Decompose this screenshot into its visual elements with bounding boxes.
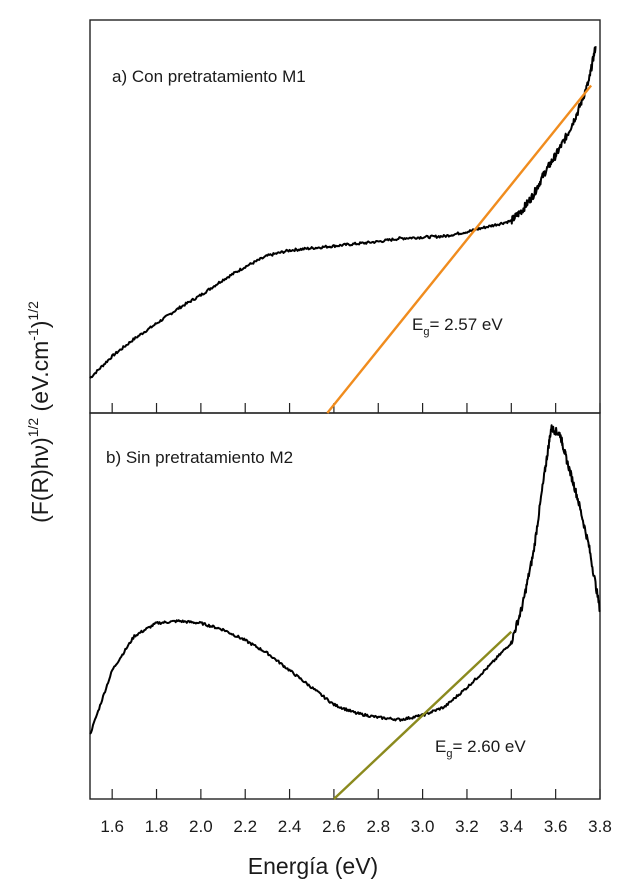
x-tick-label: 3.0 — [411, 817, 435, 836]
panel-a-series — [89, 46, 597, 414]
band-gap-a-E: E — [412, 315, 423, 334]
panel-b-series — [89, 424, 601, 800]
tauc-fit-line-a — [326, 84, 593, 414]
y-axis-label: (F(R)hν)1/2 (eV.cm-1)1/2 — [25, 301, 53, 523]
band-gap-a-value: = 2.57 eV — [429, 315, 503, 334]
x-tick-label: 2.0 — [189, 817, 213, 836]
spectrum-line-a — [89, 46, 597, 379]
x-tick-label: 3.8 — [588, 817, 612, 836]
band-gap-b-value: = 2.60 eV — [452, 737, 526, 756]
x-tick-label: 1.8 — [145, 817, 169, 836]
y-label-main: (F(R)hν) — [27, 437, 53, 523]
x-tick-label: 2.8 — [366, 817, 390, 836]
y-label-exp1: 1/2 — [25, 418, 41, 438]
x-tick-label: 3.4 — [499, 817, 523, 836]
x-tick-label: 2.6 — [322, 817, 346, 836]
y-label-close: ) — [27, 321, 53, 329]
band-gap-b-sub: g — [446, 748, 452, 760]
y-label-units: (eV.cm — [27, 341, 53, 418]
y-label-exp2: -1 — [25, 328, 41, 341]
x-tick-label: 2.4 — [278, 817, 302, 836]
x-tick-labels: 1.6 1.8 2.0 2.2 2.4 2.6 2.8 3.0 3.2 3.4 3.6 3.8 — [100, 817, 611, 836]
x-tick-label: 1.6 — [100, 817, 124, 836]
y-label-exp3: 1/2 — [25, 301, 41, 321]
panel-a-title: a) Con pretratamiento M1 — [112, 67, 306, 86]
band-gap-label-a: Eg= 2.57 eV — [412, 315, 503, 338]
x-tick-label: 2.2 — [233, 817, 257, 836]
band-gap-a-sub: g — [423, 326, 429, 338]
x-axis-label: Energía (eV) — [248, 853, 378, 879]
band-gap-label-b: Eg= 2.60 eV — [435, 737, 526, 760]
tauc-fit-line-b — [333, 630, 513, 800]
x-tick-label: 3.6 — [544, 817, 568, 836]
x-tick-label: 3.2 — [455, 817, 479, 836]
band-gap-b-E: E — [435, 737, 446, 756]
spectrum-line-b — [89, 424, 601, 735]
panel-b-title: b) Sin pretratamiento M2 — [106, 448, 293, 467]
